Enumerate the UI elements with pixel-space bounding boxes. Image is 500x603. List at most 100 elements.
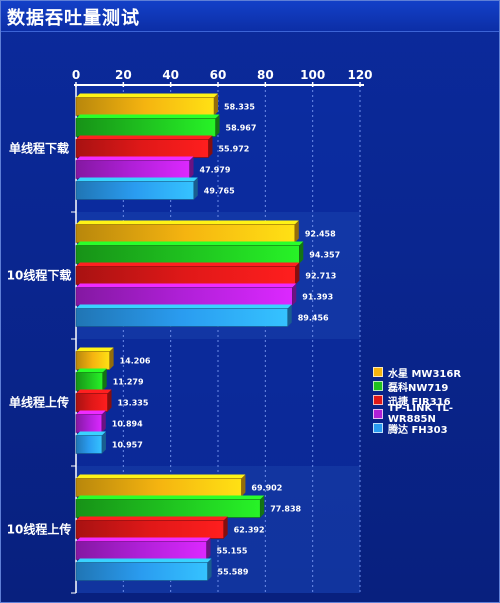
legend: 水星 MW316R 磊科NW719 迅捷 FIR316 TP-LINK TL-WR88…	[373, 365, 499, 436]
bar	[75, 414, 103, 433]
bar-side-face	[101, 410, 106, 433]
value-label: 62.392	[234, 526, 265, 535]
legend-swatch	[373, 409, 383, 419]
bar	[75, 160, 190, 179]
title-bar: 数据吞吐量测试	[1, 1, 499, 32]
category-label: 10线程上传	[7, 522, 72, 537]
bar-side-face	[295, 262, 300, 285]
x-tick-label: 60	[210, 68, 227, 82]
bar-side-face	[208, 135, 213, 158]
legend-swatch	[373, 423, 383, 433]
value-label: 94.357	[309, 251, 340, 260]
bar	[75, 372, 103, 391]
value-label: 10.957	[112, 441, 143, 450]
value-label: 58.335	[224, 103, 255, 112]
bar-top-face	[76, 114, 220, 119]
legend-swatch	[373, 367, 383, 377]
bar	[75, 351, 110, 370]
bar-side-face	[101, 431, 106, 454]
bar-top-face	[76, 389, 112, 394]
bar-top-face	[76, 283, 297, 288]
bar	[75, 181, 195, 200]
x-tick-label: 20	[115, 68, 132, 82]
bar-top-face	[76, 177, 198, 182]
value-label: 10.894	[112, 420, 143, 429]
bar-side-face	[223, 516, 228, 539]
bar-side-face	[215, 114, 220, 137]
bar	[75, 266, 296, 285]
value-label: 89.456	[298, 314, 329, 323]
value-label: 92.458	[305, 230, 336, 239]
bar-top-face	[76, 135, 213, 140]
bar-top-face	[76, 474, 246, 479]
value-label: 55.589	[218, 568, 249, 577]
bar-top-face	[76, 220, 299, 225]
bar-top-face	[76, 516, 228, 521]
value-label: 77.838	[270, 505, 301, 514]
value-label: 47.979	[200, 166, 231, 175]
bar	[75, 435, 103, 454]
bar	[75, 118, 216, 137]
bar	[75, 224, 296, 243]
legend-item: 水星 MW316R	[373, 365, 499, 380]
category-label: 10线程下载	[7, 268, 72, 283]
bar	[75, 97, 215, 116]
bar-top-face	[76, 156, 194, 161]
bar	[75, 139, 209, 158]
bar-top-face	[76, 347, 114, 352]
bar	[75, 499, 261, 518]
bar-side-face	[102, 368, 107, 391]
value-label: 14.206	[120, 357, 151, 366]
legend-label: 磊科NW719	[388, 382, 449, 394]
bar-top-face	[76, 431, 106, 436]
bar-top-face	[76, 262, 300, 267]
bar-top-face	[76, 558, 212, 563]
bar	[75, 541, 207, 560]
bar-side-face	[292, 283, 297, 306]
x-tick-label: 40	[162, 68, 179, 82]
bar	[75, 562, 208, 581]
bar-top-face	[76, 410, 106, 415]
x-tick-label: 100	[300, 68, 325, 82]
bar	[75, 287, 293, 306]
value-label: 55.155	[217, 547, 248, 556]
bar-side-face	[109, 347, 114, 370]
bar-side-face	[207, 558, 212, 581]
value-label: 69.902	[251, 484, 282, 493]
legend-label: 腾达 FH303	[388, 424, 448, 436]
bar-top-face	[76, 495, 265, 500]
value-label: 91.393	[302, 293, 333, 302]
bar-side-face	[287, 304, 292, 327]
bar-top-face	[76, 93, 219, 98]
bar-top-face	[76, 368, 107, 373]
bar	[75, 393, 108, 412]
value-label: 11.279	[113, 378, 144, 387]
legend-item: 迅捷 FIR316	[373, 393, 499, 408]
bar-top-face	[76, 241, 304, 246]
bar-side-face	[107, 389, 112, 412]
value-label: 55.972	[218, 145, 249, 154]
category-label: 单线程上传	[9, 395, 69, 410]
value-label: 92.713	[305, 272, 336, 281]
bar	[75, 478, 242, 497]
legend-swatch	[373, 381, 383, 391]
legend-label: 迅捷 FIR316	[388, 396, 451, 408]
legend-label: TP-LINK TL-WR885N	[387, 403, 454, 425]
legend-item: 磊科NW719	[373, 379, 499, 394]
bar-top-face	[76, 537, 211, 542]
chart-title: 数据吞吐量测试	[7, 8, 140, 29]
bar	[75, 308, 289, 327]
legend-item: TP-LINK TL-WR885N	[373, 403, 499, 425]
bar-side-face	[299, 241, 304, 264]
x-tick-label: 80	[257, 68, 274, 82]
bar	[75, 245, 300, 264]
x-tick-label: 0	[72, 68, 80, 82]
bar-side-face	[206, 537, 211, 560]
bar-side-face	[189, 156, 194, 179]
bar-side-face	[260, 495, 265, 518]
legend-item: 腾达 FH303	[373, 421, 499, 436]
category-label: 单线程下载	[9, 141, 69, 156]
bar-side-face	[294, 220, 299, 243]
